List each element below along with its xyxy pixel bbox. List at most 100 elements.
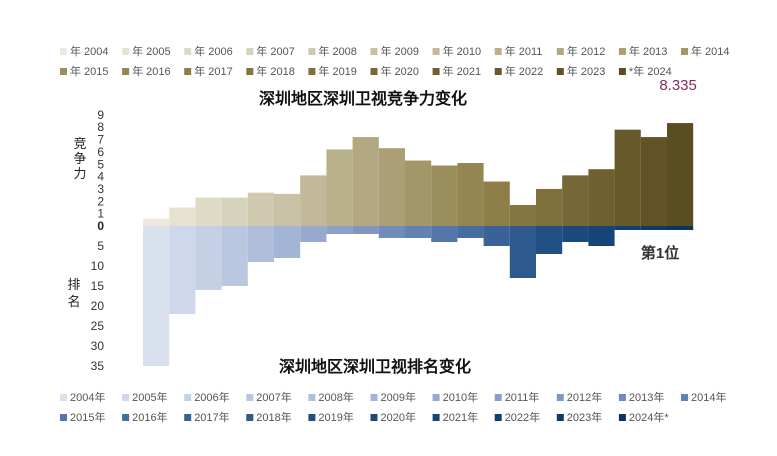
top-legend-label: 年 2009 — [381, 44, 420, 58]
competitiveness-bar — [221, 197, 248, 226]
top-ytick-label: 7 — [97, 133, 104, 147]
top-legend-swatch — [370, 48, 378, 55]
top-ylabel-char: 竞 — [73, 136, 86, 151]
top-legend-swatch — [370, 68, 378, 75]
competitiveness-bar — [247, 192, 274, 226]
rank-bar — [536, 226, 563, 254]
top-legend-swatch — [494, 68, 502, 75]
competitiveness-bar — [431, 165, 458, 226]
bottom-legend-label: 2009年 — [381, 390, 416, 404]
competitiveness-bar — [352, 137, 379, 226]
competitiveness-bar — [378, 148, 405, 226]
bottom-legend-label: 2018年 — [256, 410, 291, 424]
competitiveness-bar — [640, 137, 667, 226]
competitiveness-bar — [457, 163, 484, 226]
top-ylabel-char: 争 — [73, 151, 86, 166]
bottom-ylabel-char: 排 — [67, 277, 80, 292]
bottom-legend-label: 2016年 — [132, 410, 167, 424]
top-legend-swatch — [60, 48, 67, 55]
top-legend-swatch — [60, 68, 67, 75]
top-legend-label: 年 2014 — [691, 44, 730, 58]
top-legend-label: 年 2019 — [318, 64, 357, 78]
bottom-ytick-label: 0 — [97, 219, 104, 233]
bottom-legend-swatch — [60, 394, 67, 401]
competitiveness-bar — [143, 218, 170, 226]
top-chart-title: 深圳地区深圳卫视竞争力变化 — [259, 89, 467, 108]
top-ytick-label: 4 — [97, 170, 104, 184]
top-legend-label: 年 2021 — [443, 64, 482, 78]
bottom-legend-swatch — [494, 394, 502, 401]
top-legend-swatch — [246, 68, 254, 75]
rank-bar — [247, 226, 274, 262]
top-legend-swatch — [432, 48, 440, 55]
top-legend-swatch — [308, 48, 316, 55]
bottom-legend-label: 2020年 — [381, 410, 416, 424]
top-legend-label: 年 2010 — [443, 44, 482, 58]
top-legend-swatch — [122, 68, 130, 75]
bottom-ytick-label: 25 — [91, 319, 105, 333]
top-ytick-label: 9 — [97, 108, 104, 122]
bottom-legend-swatch — [556, 414, 564, 421]
bottom-legend-swatch — [556, 394, 564, 401]
bottom-chart-title: 深圳地区深圳卫视排名变化 — [279, 357, 471, 376]
top-ytick-label: 1 — [97, 207, 104, 221]
competitiveness-bar — [509, 205, 536, 226]
bottom-legend-label: 2013年 — [629, 390, 664, 404]
rank-bar — [195, 226, 222, 290]
competitiveness-bar — [536, 188, 563, 226]
bottom-ylabel-char: 名 — [67, 294, 80, 309]
bottom-legend-swatch — [618, 414, 626, 421]
rank-bar — [640, 226, 667, 230]
bottom-legend-label: 2017年 — [194, 410, 229, 424]
top-legend-swatch — [681, 48, 688, 55]
rank-bar — [405, 226, 432, 238]
bottom-legend-swatch — [432, 414, 440, 421]
peak-value-label: 8.335 — [659, 77, 697, 94]
top-ytick-label: 6 — [97, 145, 104, 159]
top-legend-label: 年 2005 — [132, 44, 171, 58]
competitiveness-bar — [588, 169, 615, 226]
competitiveness-bar — [300, 175, 327, 226]
bottom-legend-label: 2011年 — [505, 390, 540, 404]
bottom-legend-label: 2010年 — [443, 390, 478, 404]
rank-bar — [562, 226, 589, 242]
bottom-legend-swatch — [308, 394, 316, 401]
rank-bar — [667, 226, 694, 230]
bottom-legend-swatch — [370, 414, 378, 421]
top-legend-label: 年 2015 — [70, 64, 109, 78]
bottom-legend-label: 2022年 — [505, 410, 540, 424]
top-legend-swatch — [184, 68, 192, 75]
bottom-legend-swatch — [184, 414, 192, 421]
bottom-legend-label: 2019年 — [318, 410, 353, 424]
top-legend-swatch — [618, 48, 626, 55]
top-ytick-label: 3 — [97, 182, 104, 196]
bottom-ytick-label: 10 — [91, 259, 105, 273]
top-legend-swatch — [246, 48, 254, 55]
top-legend-swatch — [556, 48, 564, 55]
top-legend-swatch — [122, 48, 130, 55]
bottom-ytick-label: 30 — [91, 339, 105, 353]
rank-bar — [300, 226, 327, 242]
rank-bar — [457, 226, 484, 238]
top-legend-label: 年 2023 — [567, 64, 606, 78]
top-legend-label: 年 2022 — [505, 64, 544, 78]
top-ytick-label: 8 — [97, 120, 104, 134]
bottom-legend-label: 2014年 — [691, 390, 726, 404]
bottom-legend-label: 2005年 — [132, 390, 167, 404]
bottom-ytick-label: 15 — [91, 279, 105, 293]
bottom-legend-swatch — [494, 414, 502, 421]
bottom-ytick-label: 35 — [91, 359, 105, 373]
competitiveness-bar — [562, 175, 589, 226]
top-legend-swatch — [308, 68, 316, 75]
bottom-legend-swatch — [432, 394, 440, 401]
bottom-ytick-label: 20 — [91, 299, 105, 313]
bottom-legend-swatch — [246, 394, 254, 401]
rank-bar — [588, 226, 615, 246]
bottom-legend-label: 2023年 — [567, 410, 602, 424]
bottom-legend-label: 2024年* — [629, 410, 669, 424]
competitiveness-bar — [169, 207, 196, 226]
rank-bar — [169, 226, 196, 314]
rank-bar — [326, 226, 353, 234]
bottom-ytick-label: 5 — [97, 239, 104, 253]
top-legend-label: 年 2020 — [381, 64, 420, 78]
